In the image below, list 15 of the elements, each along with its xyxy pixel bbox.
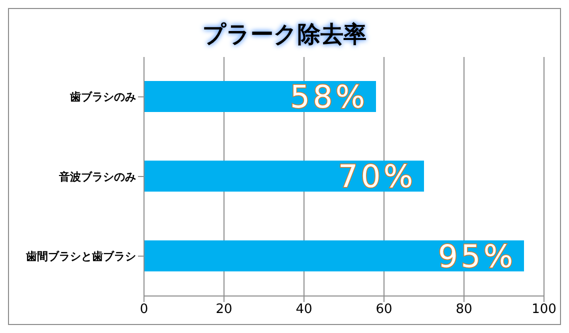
y-tick-label: 歯間ブラシと歯ブラシ: [25, 250, 136, 264]
data-label: 95%: [438, 238, 516, 275]
x-tick-label: 20: [216, 302, 232, 318]
x-tick-label: 80: [456, 302, 472, 318]
x-tick-label: 100: [532, 302, 556, 318]
y-tick-label: 歯ブラシのみ: [69, 90, 136, 104]
y-tick-label: 音波ブラシのみ: [58, 170, 136, 184]
x-tick-label: 60: [376, 302, 392, 318]
bar: [144, 160, 424, 192]
chart-title: プラーク除去率: [202, 21, 368, 50]
data-label: 58%: [290, 80, 368, 116]
bar: [144, 240, 524, 272]
x-tick-label: 40: [296, 302, 312, 318]
data-label: 70%: [338, 159, 416, 196]
x-tick-label: 0: [140, 302, 148, 318]
